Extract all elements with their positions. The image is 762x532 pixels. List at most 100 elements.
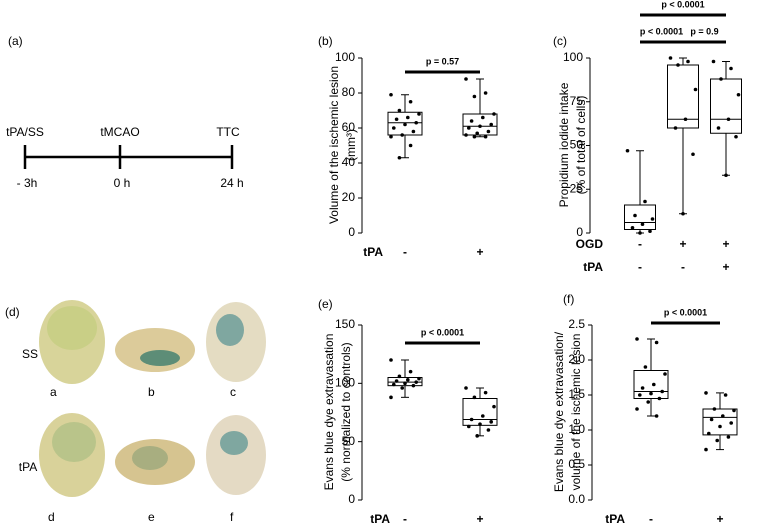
data-point xyxy=(417,376,421,381)
view-label: d xyxy=(48,510,55,524)
y-axis-title: Evans blue dye extravasation xyxy=(322,334,336,491)
panel-label: (c) xyxy=(553,34,567,48)
data-point xyxy=(633,213,637,218)
p-value: p < 0.0001 xyxy=(421,327,464,337)
data-point xyxy=(406,115,410,120)
y-tick-label: 0.0 xyxy=(568,492,585,506)
factor-level: - xyxy=(638,237,642,251)
factor-name: OGD xyxy=(576,237,604,251)
data-point xyxy=(417,112,421,116)
view-label: c xyxy=(230,385,236,399)
data-point xyxy=(676,63,680,67)
data-point xyxy=(625,148,630,153)
p-value: p < 0.0001 xyxy=(664,307,707,317)
brain-photos xyxy=(39,300,266,497)
data-point xyxy=(686,59,690,64)
data-point xyxy=(397,108,402,113)
data-point xyxy=(648,229,652,234)
p-value: p = 0.57 xyxy=(426,56,459,66)
data-point xyxy=(646,400,650,404)
factor-level: - xyxy=(403,245,407,259)
data-point xyxy=(469,417,474,422)
data-point xyxy=(660,389,664,394)
y-axis-title: Evans blue dye extravasation/ xyxy=(552,331,566,492)
data-point xyxy=(483,390,488,395)
data-point xyxy=(492,112,496,116)
y-tick-label: 40 xyxy=(342,155,356,169)
data-point xyxy=(389,358,393,362)
y-tick-label: 1.5 xyxy=(568,387,585,401)
data-point xyxy=(389,134,393,139)
data-point xyxy=(718,424,722,429)
y-axis-title: Volume of the ischemic lesion xyxy=(327,66,341,224)
y-tick-label: 20 xyxy=(342,190,356,204)
event-time: 24 h xyxy=(220,176,243,190)
data-point xyxy=(472,395,477,400)
y-tick-label: 80 xyxy=(342,85,356,99)
data-point xyxy=(397,155,402,160)
y-axis-title: (mm³) xyxy=(344,129,358,161)
data-point xyxy=(481,115,485,120)
factor-level: + xyxy=(476,512,483,526)
data-point xyxy=(411,383,416,388)
panel-label: (e) xyxy=(318,297,333,311)
factor-level: + xyxy=(722,260,729,274)
factor-level: + xyxy=(679,237,686,251)
data-point xyxy=(715,438,719,443)
data-point xyxy=(716,126,721,130)
data-point xyxy=(650,217,655,221)
data-point xyxy=(403,381,407,386)
y-tick-label: 100 xyxy=(563,50,583,64)
data-point xyxy=(707,431,711,436)
data-point xyxy=(723,393,728,397)
panel-label: (b) xyxy=(318,34,333,48)
data-point xyxy=(704,391,708,395)
y-axis-title: (% normalized to controls) xyxy=(339,342,353,481)
data-point xyxy=(640,386,645,390)
data-point xyxy=(483,91,488,95)
panel-label: (d) xyxy=(5,305,20,319)
data-point xyxy=(732,408,736,413)
y-axis-title: volume of the ischemic lesion xyxy=(569,334,583,491)
data-point xyxy=(691,152,695,157)
data-point xyxy=(400,386,405,390)
p-value: p = 0.9 xyxy=(690,26,718,36)
data-point xyxy=(389,92,393,97)
factor-name: tPA xyxy=(583,260,603,274)
y-tick-label: 0 xyxy=(348,492,355,506)
data-point xyxy=(724,173,728,178)
data-point xyxy=(489,420,494,424)
data-point xyxy=(464,77,468,81)
data-point xyxy=(683,117,688,122)
data-point xyxy=(489,122,494,127)
data-point xyxy=(414,120,419,125)
box xyxy=(667,64,699,129)
data-point xyxy=(475,131,480,136)
view-label: f xyxy=(230,510,234,524)
data-point xyxy=(403,122,407,127)
data-point xyxy=(729,421,733,425)
data-point xyxy=(486,428,491,432)
factor-level: + xyxy=(716,512,723,526)
factor-name: tPA xyxy=(605,512,625,526)
data-point xyxy=(643,199,647,204)
y-tick-label: 50 xyxy=(342,434,356,448)
view-label: a xyxy=(50,385,57,399)
factor-name: tPA xyxy=(363,245,383,259)
factor-level: - xyxy=(681,260,685,274)
y-tick-label: 25 xyxy=(570,181,584,195)
factor-level: - xyxy=(403,512,407,526)
data-point xyxy=(721,414,725,418)
p-value: p < 0.0001 xyxy=(661,0,704,9)
data-point xyxy=(392,382,396,387)
data-point xyxy=(726,435,731,439)
data-point xyxy=(630,225,635,230)
row-label: SS xyxy=(22,347,38,361)
data-point xyxy=(392,126,396,130)
data-point xyxy=(467,424,471,429)
data-point xyxy=(464,386,468,390)
y-tick-label: 0 xyxy=(576,225,583,239)
data-point xyxy=(492,404,496,409)
data-point xyxy=(635,407,639,411)
data-point xyxy=(726,117,731,122)
